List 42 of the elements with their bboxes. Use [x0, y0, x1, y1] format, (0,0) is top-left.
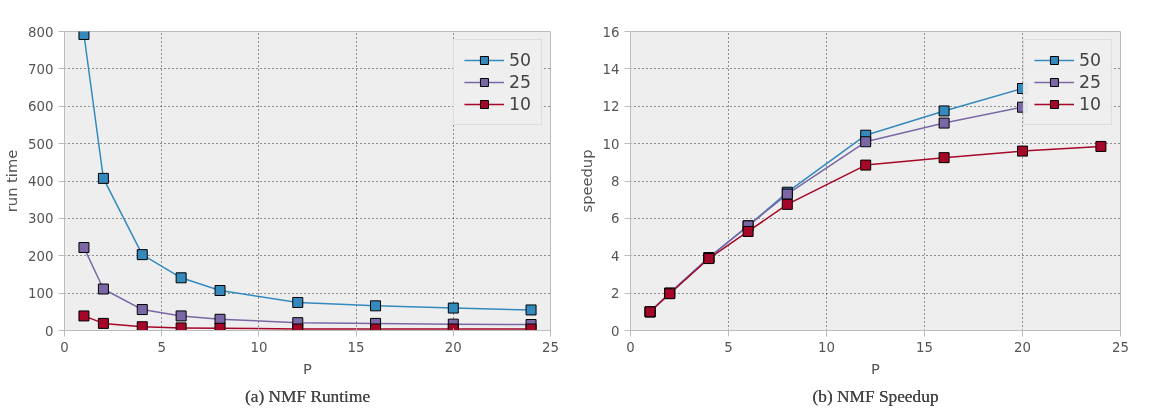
- y-tick-label: 200: [28, 248, 54, 264]
- y-tick-label: 700: [28, 61, 54, 77]
- y-tick-label: 600: [28, 99, 54, 115]
- x-tick-label: 20: [444, 339, 462, 355]
- x-tick-label: 15: [347, 339, 365, 355]
- x-tick-label: 0: [60, 339, 69, 355]
- y-tick-label: 6: [611, 211, 620, 227]
- legend-label: 25: [508, 72, 531, 92]
- y-tick-label: 100: [28, 286, 54, 302]
- y-tick-label: 4: [611, 248, 620, 264]
- text: (a) NMF Runtime: [244, 386, 371, 406]
- text: (b) NMF Speedup: [812, 386, 939, 406]
- y-axis-title: run time: [3, 149, 21, 213]
- legend-label: 50: [1078, 50, 1101, 70]
- y-tick-label: 12: [602, 99, 620, 115]
- x-tick-label: 15: [916, 339, 933, 355]
- y-tick-label: 500: [28, 136, 54, 152]
- x-axis-title: P: [303, 359, 313, 377]
- x-axis-title: P: [871, 359, 881, 377]
- x-tick-label: 25: [542, 339, 559, 355]
- y-tick-label: 0: [45, 323, 54, 339]
- x-tick-label: 20: [1014, 339, 1031, 355]
- x-tick-label: 5: [157, 339, 166, 355]
- y-tick-label: 2: [611, 286, 620, 302]
- y-tick-label: 10: [602, 136, 620, 152]
- x-tick-label: 25: [1112, 339, 1129, 355]
- y-tick-label: 16: [602, 24, 620, 40]
- legend-label: 50: [508, 50, 531, 70]
- x-tick-label: 10: [818, 339, 835, 355]
- x-tick-label: 5: [724, 339, 733, 355]
- y-tick-label: 0: [611, 323, 620, 339]
- legend-label: 10: [508, 94, 531, 114]
- x-tick-label: 10: [250, 339, 268, 355]
- y-axis-title: speedup: [577, 149, 595, 213]
- legend-label: 10: [1078, 94, 1101, 114]
- y-tick-label: 14: [602, 61, 620, 77]
- legend-label: 25: [1078, 72, 1101, 92]
- y-tick-label: 8: [611, 174, 620, 189]
- y-tick-label: 300: [28, 211, 54, 227]
- y-tick-label: 400: [28, 174, 54, 189]
- x-tick-label: 0: [626, 339, 635, 355]
- y-tick-label: 800: [28, 24, 54, 40]
